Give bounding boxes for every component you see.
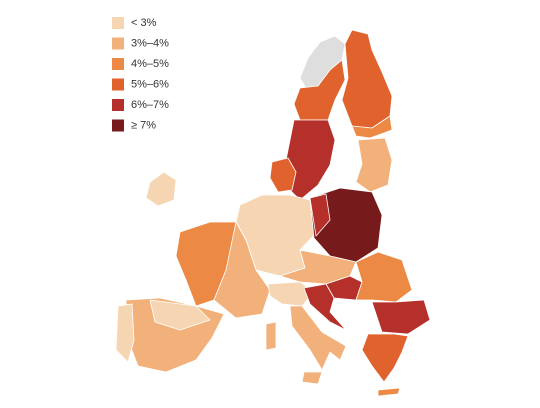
legend-label: 6%–7% <box>131 99 169 111</box>
legend-swatch <box>112 78 124 91</box>
region-greece <box>361 333 409 383</box>
region-finland-south <box>351 115 393 139</box>
region-sardinia <box>265 321 277 351</box>
region-croatia <box>303 283 347 331</box>
region-sweden-north <box>293 59 346 121</box>
legend-label: 4%–5% <box>131 58 169 70</box>
region-bulgaria <box>371 299 431 335</box>
region-france-east <box>213 221 271 319</box>
region-denmark <box>269 157 297 193</box>
legend-label: 3%–4% <box>131 37 169 49</box>
region-sicily <box>301 371 323 385</box>
region-ireland <box>145 171 177 207</box>
legend-label: < 3% <box>131 17 157 29</box>
region-poland-west <box>309 193 331 237</box>
legend-swatch <box>112 17 124 29</box>
region-finland <box>341 29 393 129</box>
region-portugal <box>115 303 135 363</box>
region-baltics <box>355 137 393 193</box>
region-romania <box>355 251 413 303</box>
legend-swatch <box>112 119 124 132</box>
region-spain-north <box>149 299 211 331</box>
legend-swatch <box>112 99 124 111</box>
legend-label: ≥ 7% <box>131 119 156 131</box>
legend-label: 5%–6% <box>131 78 169 90</box>
regions <box>115 29 431 397</box>
legend: < 3% 3%–4% 4%–5% 5%–6% 6%–7% ≥ 7% <box>112 17 169 132</box>
legend-swatch <box>112 37 124 50</box>
region-sweden-south <box>285 119 336 201</box>
legend-swatch <box>112 58 124 70</box>
region-italy-south <box>289 305 347 371</box>
region-crete <box>377 387 401 397</box>
